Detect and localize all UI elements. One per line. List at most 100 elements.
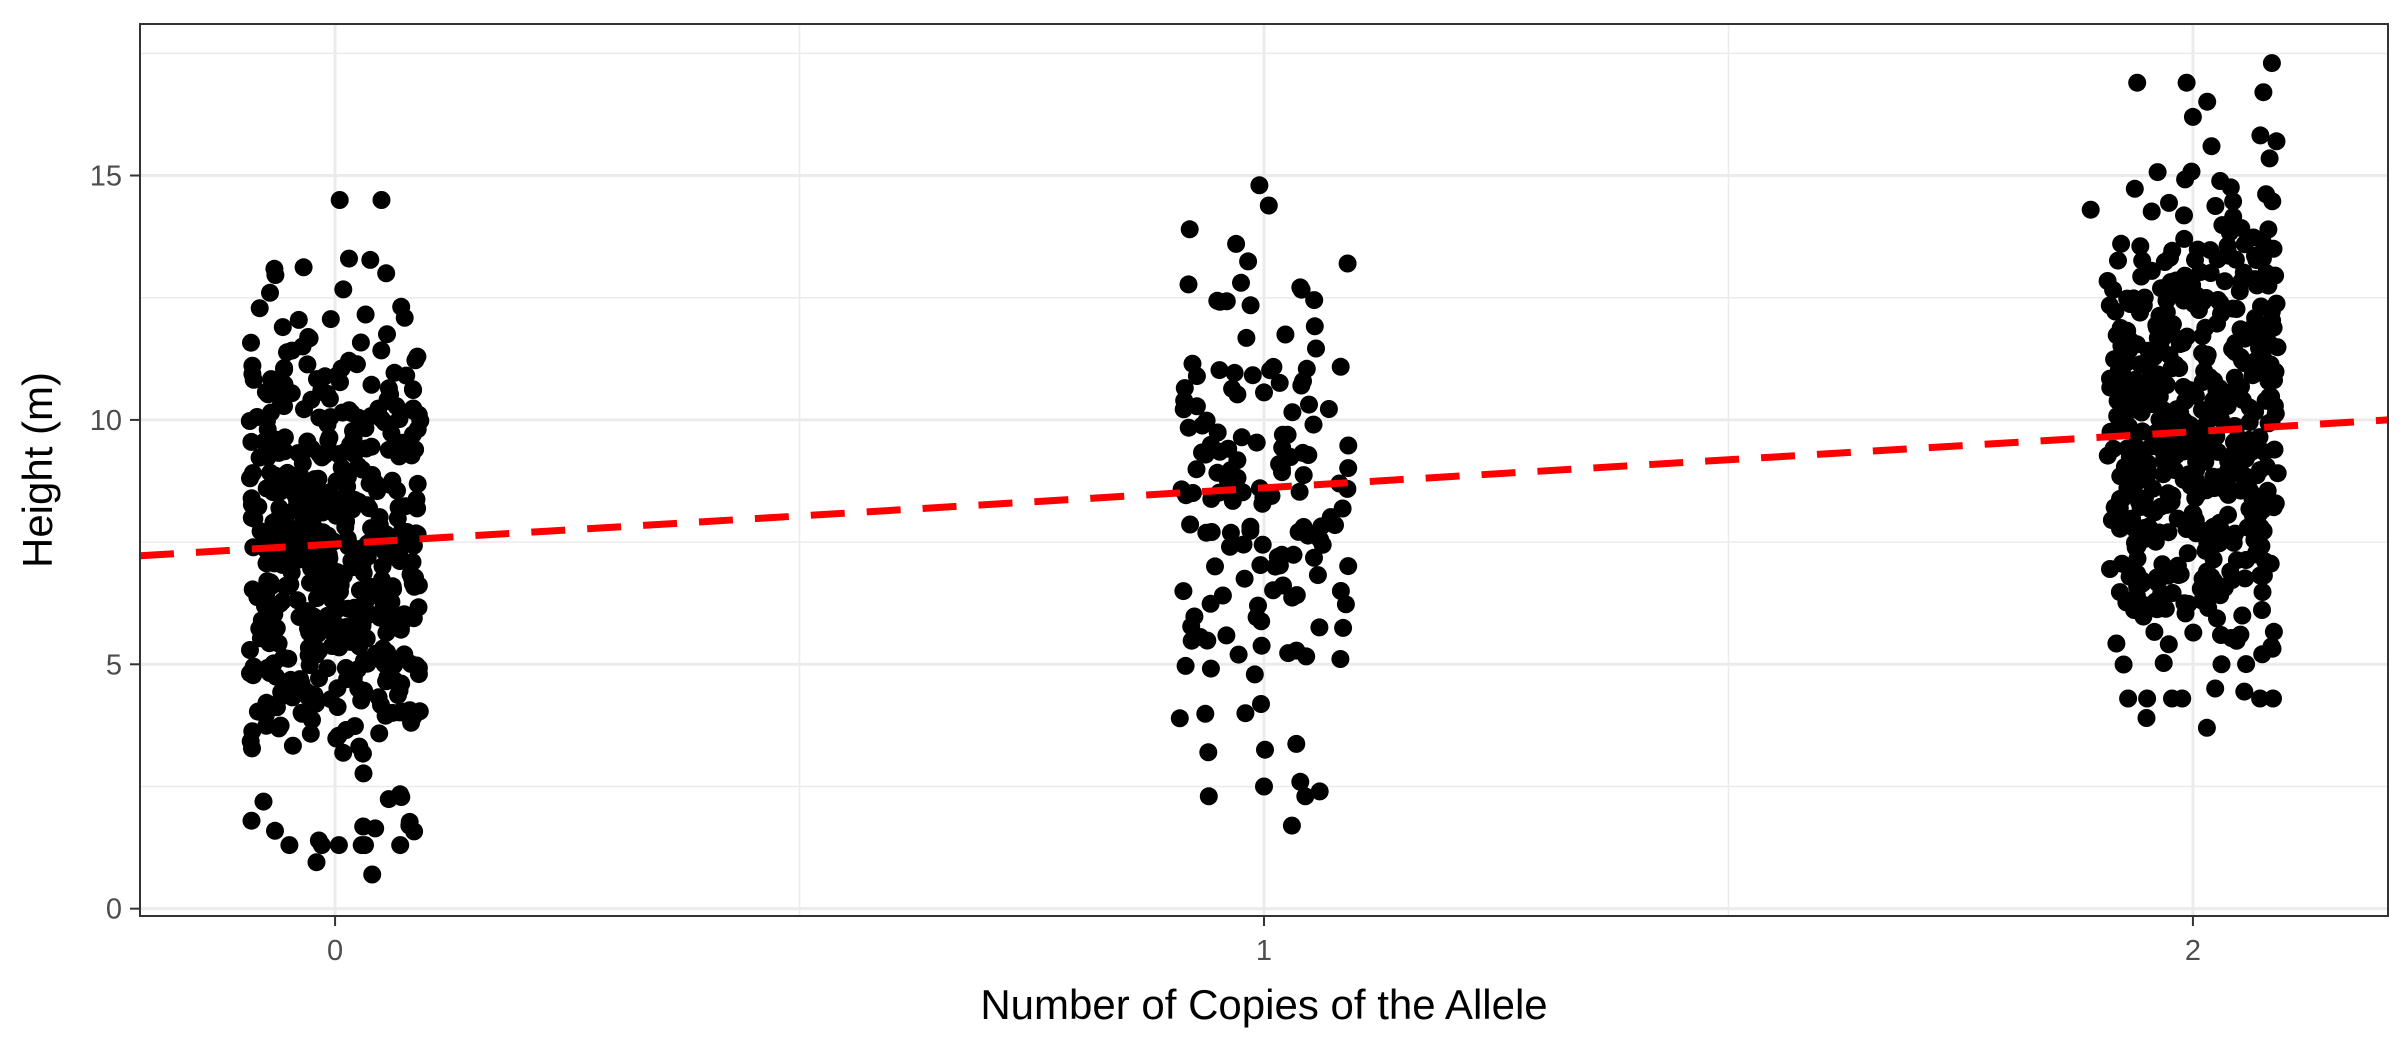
data-point [2171, 565, 2190, 584]
data-point [257, 554, 276, 573]
data-point [2121, 563, 2140, 582]
data-point [2143, 395, 2162, 413]
data-point [2260, 149, 2279, 168]
data-point [298, 602, 317, 621]
data-point [2126, 533, 2144, 552]
data-point [2254, 83, 2273, 102]
data-point [2135, 519, 2154, 537]
data-point [358, 496, 377, 515]
tick-labels: 0 1 2 0 5 10 15 [90, 161, 2201, 967]
data-point [2098, 272, 2117, 290]
y-axis-title: Height (m) [14, 372, 61, 568]
data-point [2240, 398, 2259, 417]
data-point [273, 555, 292, 574]
data-point [1213, 586, 1232, 605]
data-point [2181, 282, 2200, 301]
data-point [2253, 249, 2272, 268]
data-point [271, 478, 290, 497]
data-point [263, 628, 281, 647]
data-point [400, 816, 419, 835]
data-point [377, 264, 396, 283]
data-point [2202, 567, 2221, 586]
data-point [2119, 689, 2138, 708]
data-point [1199, 787, 1218, 806]
data-point [382, 593, 401, 611]
data-point [267, 375, 286, 394]
data-point [2235, 682, 2254, 701]
data-point [1241, 296, 1260, 315]
data-point [2115, 354, 2134, 373]
data-point [1270, 373, 1289, 392]
data-point [2264, 622, 2283, 641]
data-point [2145, 622, 2164, 641]
data-point [408, 347, 427, 366]
data-point [1287, 734, 1306, 753]
data-point [2146, 532, 2165, 551]
data-point [2177, 73, 2196, 92]
data-point [296, 481, 315, 500]
data-point [362, 437, 381, 456]
data-point [361, 577, 380, 596]
data-point [1241, 521, 1260, 540]
data-point [258, 411, 276, 430]
data-point [1294, 466, 1313, 485]
data-point [1234, 535, 1253, 554]
data-point [395, 605, 414, 624]
data-point [2175, 229, 2194, 248]
data-point [1292, 376, 1311, 395]
data-point [404, 381, 423, 399]
data-point [1247, 433, 1266, 452]
data-point [2179, 594, 2198, 613]
data-point [2174, 411, 2193, 430]
data-point [1253, 535, 1272, 554]
data-point [350, 737, 369, 756]
data-point [301, 724, 320, 743]
data-point [1291, 772, 1310, 791]
data-point [406, 568, 424, 587]
data-point [1179, 275, 1198, 294]
data-point [2237, 655, 2256, 674]
data-point [2128, 397, 2147, 416]
data-point [2122, 474, 2140, 492]
data-point [242, 432, 261, 451]
data-point [242, 489, 261, 508]
data-point [2208, 250, 2227, 269]
data-point [2264, 498, 2283, 517]
data-point [1307, 339, 1325, 358]
data-point [1311, 530, 1330, 549]
y-tick-label: 0 [106, 894, 122, 926]
data-point [257, 589, 276, 608]
data-point [289, 310, 308, 329]
data-point [243, 364, 262, 383]
data-point [351, 333, 370, 352]
data-point [2251, 126, 2270, 145]
data-point [328, 698, 347, 716]
data-point [2173, 689, 2192, 708]
data-point [340, 351, 358, 370]
data-point [379, 790, 398, 809]
data-point [2160, 193, 2178, 212]
data-point [2193, 327, 2212, 346]
data-point [2227, 551, 2246, 570]
data-point [2170, 359, 2189, 378]
data-point [308, 589, 326, 608]
data-point [2191, 444, 2210, 463]
data-point [2177, 520, 2196, 538]
data-point [301, 523, 320, 542]
data-point [2112, 336, 2131, 355]
data-point [298, 355, 317, 374]
data-point [250, 619, 269, 638]
data-point [1180, 220, 1199, 239]
data-point [2107, 634, 2126, 653]
data-point [409, 405, 428, 424]
data-point [257, 479, 276, 498]
data-point [1292, 280, 1311, 299]
data-point [281, 575, 300, 594]
data-point [362, 375, 381, 394]
data-point [1210, 361, 1229, 380]
data-point [267, 667, 286, 686]
data-point [250, 299, 269, 318]
x-axis-title: Number of Copies of the Allele [980, 981, 1547, 1028]
data-point [1331, 650, 1350, 668]
